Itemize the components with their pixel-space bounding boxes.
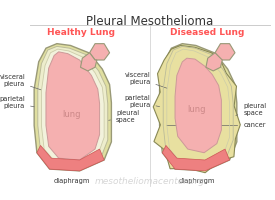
Text: Healthy Lung: Healthy Lung bbox=[47, 28, 116, 37]
Text: visceral
pleura: visceral pleura bbox=[125, 72, 167, 88]
Polygon shape bbox=[81, 53, 97, 71]
Polygon shape bbox=[37, 145, 104, 171]
Polygon shape bbox=[175, 58, 221, 153]
Text: parietal
pleura: parietal pleura bbox=[0, 96, 34, 109]
Text: pleural
space: pleural space bbox=[109, 110, 139, 123]
Text: parietal
pleura: parietal pleura bbox=[125, 95, 160, 108]
Polygon shape bbox=[153, 45, 240, 173]
Polygon shape bbox=[38, 46, 108, 167]
Polygon shape bbox=[215, 44, 235, 60]
Text: lung: lung bbox=[188, 105, 206, 114]
Polygon shape bbox=[206, 53, 222, 71]
Polygon shape bbox=[160, 44, 237, 171]
Text: Diseased Lung: Diseased Lung bbox=[170, 28, 244, 37]
Text: pleural
space: pleural space bbox=[236, 103, 266, 116]
Polygon shape bbox=[42, 49, 104, 164]
Polygon shape bbox=[90, 44, 109, 60]
Polygon shape bbox=[34, 44, 111, 171]
Text: mesotheliomacenter.org: mesotheliomacenter.org bbox=[95, 177, 205, 186]
Polygon shape bbox=[162, 145, 230, 171]
Text: diaphragm: diaphragm bbox=[179, 178, 215, 184]
Text: lung: lung bbox=[62, 110, 81, 119]
Text: Pleural Mesothelioma: Pleural Mesothelioma bbox=[86, 15, 214, 28]
Polygon shape bbox=[46, 52, 100, 160]
Text: cancer: cancer bbox=[167, 122, 266, 128]
Text: diaphragm: diaphragm bbox=[53, 178, 90, 184]
Text: visceral
pleura: visceral pleura bbox=[0, 74, 42, 90]
